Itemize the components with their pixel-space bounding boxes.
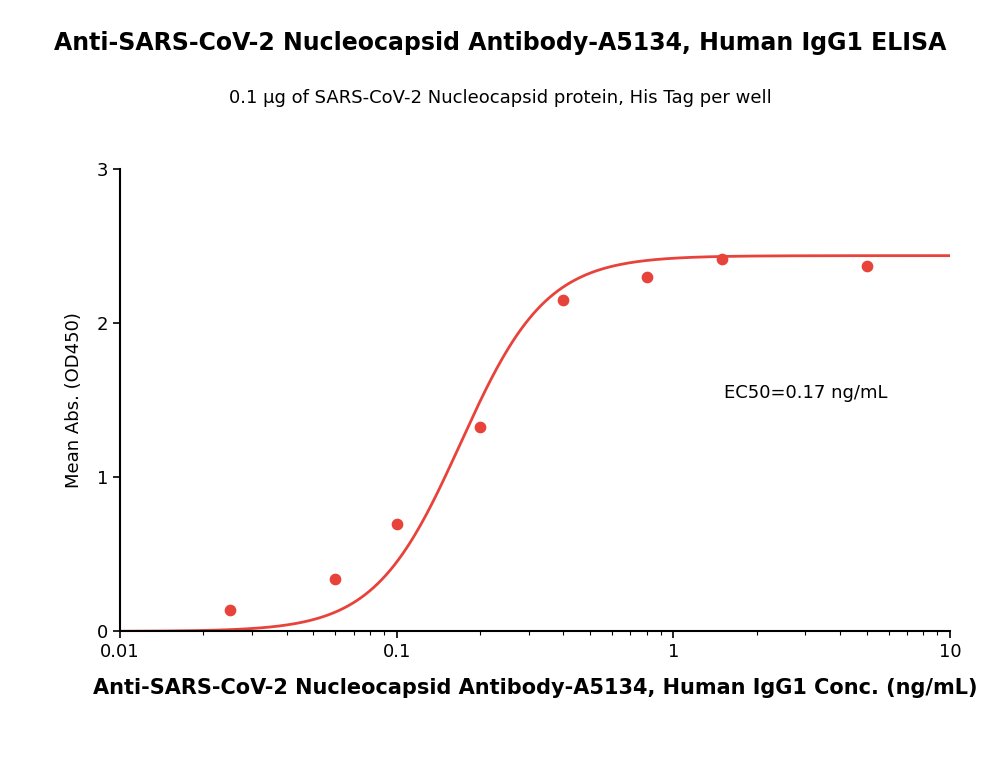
Text: 0.1 μg of SARS-CoV-2 Nucleocapsid protein, His Tag per well: 0.1 μg of SARS-CoV-2 Nucleocapsid protei…	[229, 89, 771, 106]
X-axis label: Anti-SARS-CoV-2 Nucleocapsid Antibody-A5134, Human IgG1 Conc. (ng/mL): Anti-SARS-CoV-2 Nucleocapsid Antibody-A5…	[93, 678, 977, 698]
Point	[327, 573, 343, 585]
Point	[639, 271, 655, 283]
Point	[222, 604, 238, 616]
Point	[472, 420, 488, 433]
Text: EC50=0.17 ng/mL: EC50=0.17 ng/mL	[724, 383, 887, 402]
Point	[714, 253, 730, 265]
Text: Anti-SARS-CoV-2 Nucleocapsid Antibody-A5134, Human IgG1 ELISA: Anti-SARS-CoV-2 Nucleocapsid Antibody-A5…	[54, 31, 946, 55]
Point	[389, 517, 405, 530]
Point	[859, 260, 875, 273]
Point	[555, 294, 571, 306]
Y-axis label: Mean Abs. (OD450): Mean Abs. (OD450)	[65, 313, 83, 488]
